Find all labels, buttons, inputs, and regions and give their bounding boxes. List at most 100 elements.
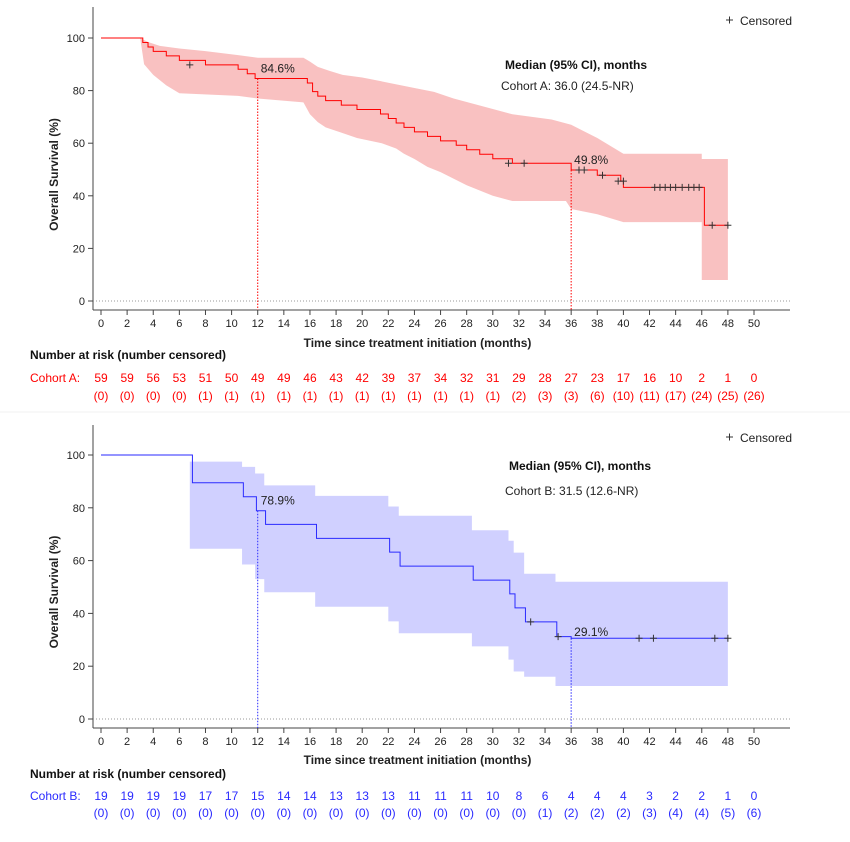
x-tick-label: 42 <box>643 318 655 330</box>
risk-censored: (1) <box>355 389 370 403</box>
risk-censored: (0) <box>381 806 396 820</box>
risk-count: 53 <box>173 371 187 385</box>
x-tick-label: 6 <box>176 318 182 330</box>
risk-censored: (1) <box>459 389 474 403</box>
x-tick-label: 32 <box>513 736 525 748</box>
median-label: Cohort A: 36.0 (24.5-NR) <box>501 79 634 93</box>
x-tick-label: 0 <box>98 318 104 330</box>
x-tick-label: 14 <box>278 736 290 748</box>
risk-count: 19 <box>147 789 161 803</box>
risk-count: 2 <box>672 789 679 803</box>
risk-count: 46 <box>303 371 317 385</box>
censor-mark <box>520 159 528 167</box>
x-tick-label: 30 <box>487 318 499 330</box>
risk-censored: (0) <box>94 806 109 820</box>
risk-censored: (10) <box>613 389 634 403</box>
risk-censored: (2) <box>512 389 527 403</box>
y-tick-label: 80 <box>73 86 85 98</box>
x-tick-label: 4 <box>150 318 156 330</box>
censor-mark <box>711 634 719 642</box>
x-tick-label: 30 <box>487 736 499 748</box>
risk-censored: (1) <box>407 389 422 403</box>
risk-count: 17 <box>225 789 239 803</box>
censor-mark <box>695 183 703 191</box>
risk-censored: (0) <box>433 806 448 820</box>
risk-censored: (0) <box>485 806 500 820</box>
risk-censored: (2) <box>616 806 631 820</box>
risk-censored: (6) <box>747 806 762 820</box>
censor-mark <box>554 633 562 641</box>
risk-censored: (0) <box>250 806 265 820</box>
x-tick-label: 48 <box>722 736 734 748</box>
risk-censored: (5) <box>721 806 736 820</box>
y-tick-label: 60 <box>73 138 85 150</box>
risk-count: 16 <box>643 371 657 385</box>
x-tick-label: 8 <box>202 318 208 330</box>
risk-table-title: Number at risk (number censored) <box>30 348 226 362</box>
risk-censored: (0) <box>146 389 161 403</box>
legend-censored-label: Censored <box>740 431 792 445</box>
risk-censored: (0) <box>355 806 370 820</box>
risk-count: 28 <box>538 371 552 385</box>
survival-curve <box>101 37 728 226</box>
risk-count: 19 <box>173 789 187 803</box>
x-tick-label: 12 <box>252 318 264 330</box>
annotation-label: 29.1% <box>574 625 608 639</box>
x-tick-label: 22 <box>382 318 394 330</box>
y-tick-label: 40 <box>73 608 85 620</box>
x-tick-label: 48 <box>722 318 734 330</box>
x-tick-label: 26 <box>434 736 446 748</box>
x-tick-label: 42 <box>643 736 655 748</box>
x-tick-label: 10 <box>225 318 237 330</box>
risk-count: 19 <box>94 789 108 803</box>
x-tick-label: 44 <box>670 318 682 330</box>
x-tick-label: 8 <box>202 736 208 748</box>
legend-censor-mark <box>726 16 733 24</box>
risk-count: 2 <box>698 789 705 803</box>
y-axis-title: Overall Survival (%) <box>47 536 61 649</box>
censor-mark <box>186 61 194 69</box>
risk-count: 51 <box>199 371 213 385</box>
risk-count: 49 <box>277 371 291 385</box>
risk-censored: (1) <box>381 389 396 403</box>
y-tick-label: 20 <box>73 661 85 673</box>
risk-count: 37 <box>408 371 422 385</box>
risk-count: 15 <box>251 789 265 803</box>
risk-count: 3 <box>646 789 653 803</box>
risk-table-title: Number at risk (number censored) <box>30 767 226 781</box>
median-label: Cohort B: 31.5 (12.6-NR) <box>505 484 638 498</box>
risk-count: 50 <box>225 371 239 385</box>
risk-censored: (2) <box>590 806 605 820</box>
risk-count: 6 <box>542 789 549 803</box>
risk-censored: (1) <box>250 389 265 403</box>
risk-count: 2 <box>698 371 705 385</box>
risk-censored: (0) <box>303 806 318 820</box>
risk-censored: (4) <box>694 806 709 820</box>
risk-censored: (1) <box>198 389 213 403</box>
x-tick-label: 0 <box>98 736 104 748</box>
risk-censored: (4) <box>668 806 683 820</box>
risk-count: 59 <box>94 371 108 385</box>
x-tick-label: 46 <box>696 736 708 748</box>
x-tick-label: 26 <box>434 318 446 330</box>
censor-mark <box>580 166 588 174</box>
risk-censored: (1) <box>433 389 448 403</box>
risk-count: 39 <box>382 371 396 385</box>
risk-count: 10 <box>486 789 500 803</box>
risk-count: 4 <box>594 789 601 803</box>
risk-censored: (3) <box>564 389 579 403</box>
risk-count: 27 <box>564 371 578 385</box>
x-tick-label: 4 <box>150 736 156 748</box>
x-tick-label: 14 <box>278 318 290 330</box>
risk-censored: (0) <box>120 389 135 403</box>
x-tick-label: 32 <box>513 318 525 330</box>
risk-count: 42 <box>356 371 370 385</box>
risk-count: 31 <box>486 371 500 385</box>
x-tick-label: 46 <box>696 318 708 330</box>
risk-count: 32 <box>460 371 474 385</box>
x-tick-label: 40 <box>617 736 629 748</box>
censor-mark <box>649 634 657 642</box>
x-tick-label: 24 <box>408 318 420 330</box>
risk-censored: (3) <box>642 806 657 820</box>
risk-count: 59 <box>120 371 134 385</box>
